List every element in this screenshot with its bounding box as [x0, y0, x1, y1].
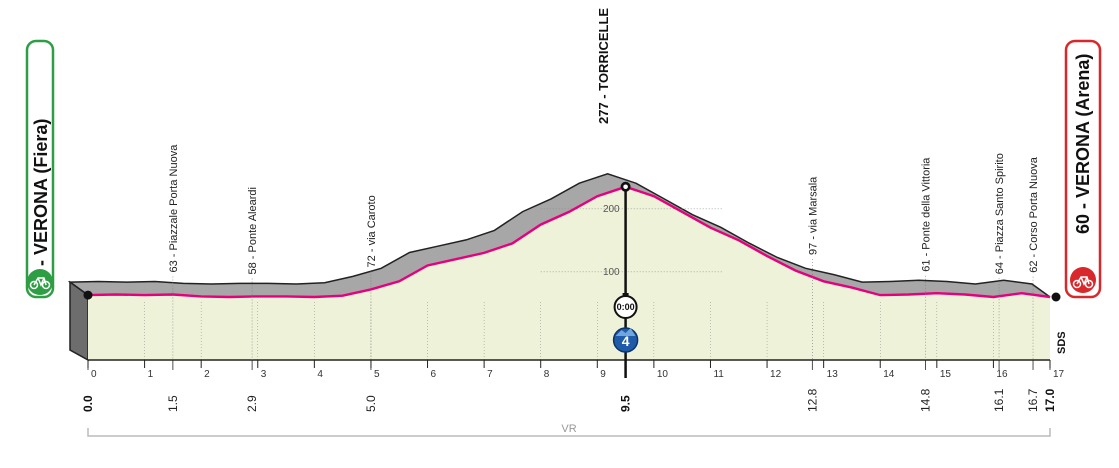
- x-tick-label: 8: [544, 369, 550, 380]
- bicycle-icon: [29, 277, 51, 290]
- finish-frame: [1064, 39, 1102, 299]
- x-tick-label: 7: [487, 369, 493, 380]
- km-label: 16.1: [992, 388, 1006, 412]
- km-label: 14.8: [919, 388, 933, 412]
- waypoint-label: 62 - Corso Porta Nuova: [1028, 156, 1040, 272]
- category-label: 4: [622, 333, 630, 349]
- x-tick-label: 5: [374, 369, 380, 380]
- x-tick-label: 15: [940, 369, 952, 380]
- stopwatch-icon: 0:00: [613, 293, 638, 319]
- start-frame: [25, 39, 55, 299]
- km-label: 12.8: [805, 388, 819, 412]
- x-tick-label: 13: [827, 369, 839, 380]
- waypoint-label: 72 - via Caroto: [366, 195, 378, 267]
- x-tick-label: 14: [883, 369, 895, 380]
- summit-dot-inner: [623, 184, 628, 190]
- road-segment-bracket: [87, 428, 1051, 437]
- start-marker: 63 - VERONA (Fiera): [25, 39, 55, 299]
- km-label: 0.0: [81, 395, 95, 412]
- road-line: [87, 185, 1051, 299]
- summit-title: 277 - TORRICELLE: [596, 8, 611, 124]
- km-label: 17.0: [1043, 388, 1057, 412]
- clock-label: 0:00: [617, 302, 635, 312]
- road-segment-label: VR: [561, 423, 576, 435]
- x-tick-label: 12: [770, 369, 782, 380]
- x-tick-label: 4: [317, 369, 323, 380]
- x-axis-ticks: 0 1 2 3 4 5 6 7 8 9 10 11 12 13 14 15 16 17: [87, 360, 1065, 380]
- km-label: 2.9: [245, 395, 259, 412]
- waypoint-label: 61 - Ponte della Vittoria: [921, 157, 933, 272]
- km-labels: 0.0 1.5 2.9 5.0 12.8 14.8 16.1 16.7 9.5 17.0: [81, 360, 1057, 412]
- x-tick-label: 1: [148, 369, 154, 380]
- altitude-label: 100: [603, 267, 620, 278]
- x-tick-label: 16: [996, 369, 1008, 380]
- signature: SDS: [1056, 331, 1068, 354]
- x-tick-label: 0: [91, 369, 97, 380]
- waypoint-label: 63 - Piazzale Porta Nuova: [168, 144, 180, 273]
- km-label: 9.5: [619, 395, 633, 412]
- km-label: 1.5: [166, 395, 180, 412]
- start-dot: [83, 290, 93, 300]
- finish-title: 60 - VERONA (Arena): [1073, 54, 1093, 234]
- finish-marker: 60 - VERONA (Arena): [1064, 39, 1102, 299]
- x-tick-label: 6: [431, 369, 437, 380]
- km-label: 16.7: [1026, 388, 1040, 412]
- altitude-label: 200: [603, 204, 620, 215]
- category-4-badge: 4: [612, 327, 639, 353]
- altitude-gridlines: 100 200: [540, 204, 722, 278]
- start-title: 63 - VERONA (Fiera): [31, 119, 51, 291]
- x-tick-label: 17: [1053, 369, 1065, 380]
- waypoint-labels: 63 - Piazzale Porta Nuova 58 - Ponte Alea…: [168, 144, 1040, 360]
- x-tick-label: 11: [713, 369, 724, 380]
- km-label: 5.0: [364, 395, 378, 412]
- waypoint-label: 58 - Ponte Aleardi: [247, 187, 259, 274]
- x-tick-label: 2: [204, 369, 210, 380]
- waypoint-label: 97 - via Marsala: [807, 176, 819, 255]
- terrain-area: [88, 186, 1050, 360]
- summit-marker: 277 - TORRICELLE 0:00 4: [596, 8, 639, 378]
- bicycle-icon: [1072, 276, 1094, 289]
- finish-dot: [1051, 292, 1061, 302]
- waypoint-label: 64 - Piazza Santo Spirito: [994, 153, 1006, 274]
- x-tick-label: 10: [657, 369, 669, 380]
- x-tick-label: 9: [600, 369, 606, 380]
- x-tick-label: 3: [261, 369, 267, 380]
